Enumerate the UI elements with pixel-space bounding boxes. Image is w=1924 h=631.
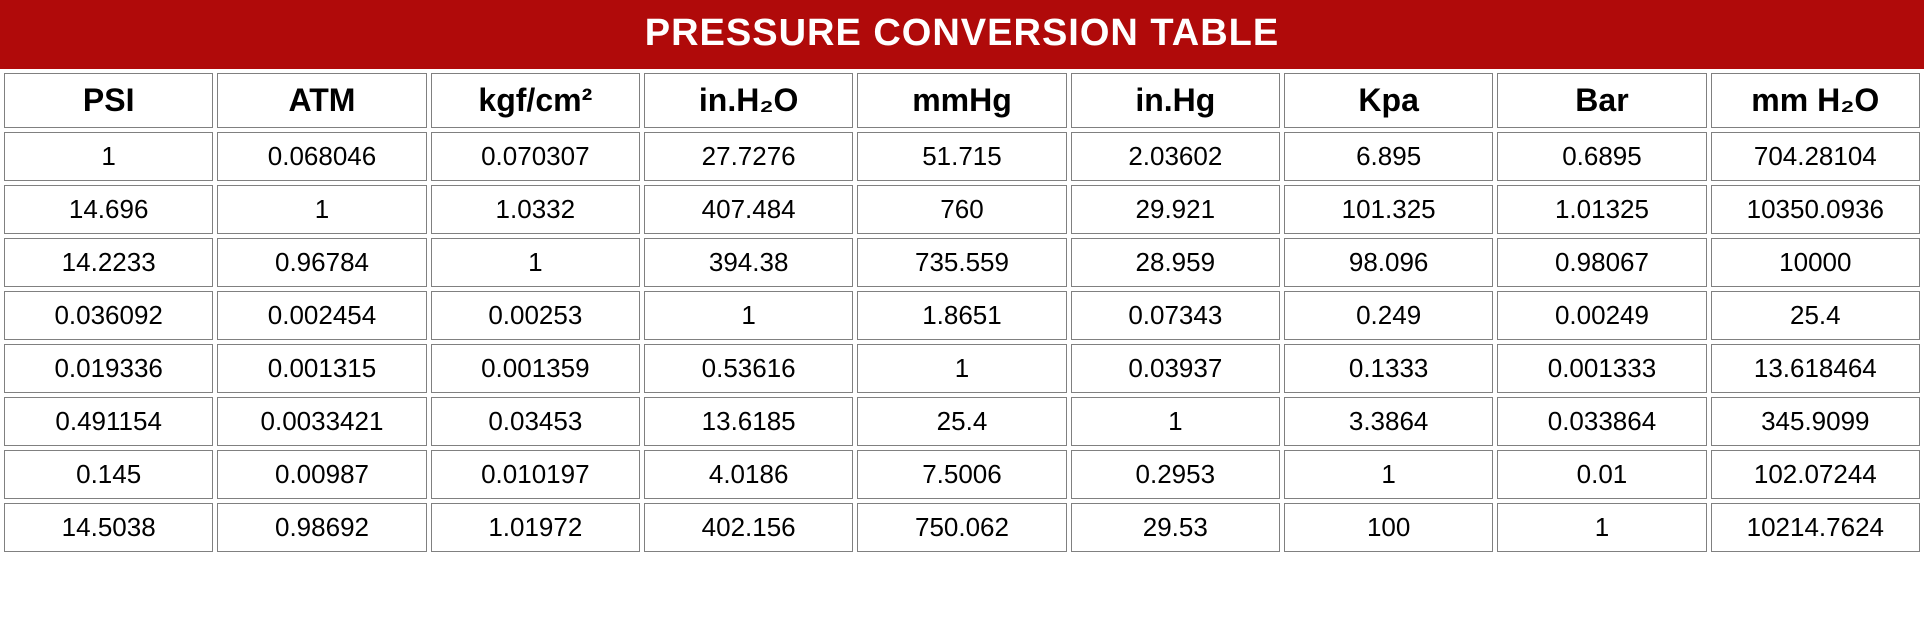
table-cell: 13.6185 — [644, 397, 853, 446]
table-cell: 0.491154 — [4, 397, 213, 446]
table-cell: 14.2233 — [4, 238, 213, 287]
table-cell: 3.3864 — [1284, 397, 1493, 446]
table-cell: 0.249 — [1284, 291, 1493, 340]
table-cell: 25.4 — [857, 397, 1066, 446]
table-cell: 0.068046 — [217, 132, 426, 181]
table-cell: 1.01972 — [431, 503, 640, 552]
conversion-table: PSI ATM kgf/cm² in.H₂O mmHg in.Hg Kpa Ba… — [0, 69, 1924, 556]
table-cell: 1 — [431, 238, 640, 287]
table-cell: 1 — [4, 132, 213, 181]
table-cell: 0.53616 — [644, 344, 853, 393]
col-header: Kpa — [1284, 73, 1493, 128]
table-cell: 14.696 — [4, 185, 213, 234]
table-cell: 98.096 — [1284, 238, 1493, 287]
table-cell: 0.002454 — [217, 291, 426, 340]
table-cell: 102.07244 — [1711, 450, 1920, 499]
table-cell: 750.062 — [857, 503, 1066, 552]
table-cell: 1.8651 — [857, 291, 1066, 340]
col-header: in.H₂O — [644, 73, 853, 128]
table-cell: 29.921 — [1071, 185, 1280, 234]
col-header: Bar — [1497, 73, 1706, 128]
table-cell: 1 — [1284, 450, 1493, 499]
col-header: in.Hg — [1071, 73, 1280, 128]
table-cell: 51.715 — [857, 132, 1066, 181]
table-cell: 0.1333 — [1284, 344, 1493, 393]
table-cell: 0.96784 — [217, 238, 426, 287]
table-cell: 4.0186 — [644, 450, 853, 499]
table-cell: 0.01 — [1497, 450, 1706, 499]
table-cell: 0.6895 — [1497, 132, 1706, 181]
table-cell: 0.145 — [4, 450, 213, 499]
table-cell: 1.0332 — [431, 185, 640, 234]
table-cell: 0.010197 — [431, 450, 640, 499]
table-cell: 735.559 — [857, 238, 1066, 287]
table-cell: 0.2953 — [1071, 450, 1280, 499]
table-cell: 0.001333 — [1497, 344, 1706, 393]
table-cell: 1 — [857, 344, 1066, 393]
table-cell: 10000 — [1711, 238, 1920, 287]
table-cell: 6.895 — [1284, 132, 1493, 181]
table-cell: 704.28104 — [1711, 132, 1920, 181]
table-title: PRESSURE CONVERSION TABLE — [0, 0, 1924, 69]
table-cell: 1.01325 — [1497, 185, 1706, 234]
col-header: kgf/cm² — [431, 73, 640, 128]
table-cell: 7.5006 — [857, 450, 1066, 499]
table-cell: 0.98067 — [1497, 238, 1706, 287]
table-cell: 402.156 — [644, 503, 853, 552]
table-cell: 0.001315 — [217, 344, 426, 393]
table-row: 14.22330.967841394.38735.55928.95998.096… — [4, 238, 1920, 287]
col-header: mm H₂O — [1711, 73, 1920, 128]
table-row: 10.0680460.07030727.727651.7152.036026.8… — [4, 132, 1920, 181]
table-cell: 0.07343 — [1071, 291, 1280, 340]
col-header: PSI — [4, 73, 213, 128]
table-cell: 10214.7624 — [1711, 503, 1920, 552]
col-header: ATM — [217, 73, 426, 128]
table-cell: 0.019336 — [4, 344, 213, 393]
table-row: 14.69611.0332407.48476029.921101.3251.01… — [4, 185, 1920, 234]
table-cell: 0.00249 — [1497, 291, 1706, 340]
table-cell: 14.5038 — [4, 503, 213, 552]
table-cell: 0.001359 — [431, 344, 640, 393]
table-row: 0.4911540.00334210.0345313.618525.413.38… — [4, 397, 1920, 446]
col-header: mmHg — [857, 73, 1066, 128]
table-cell: 13.618464 — [1711, 344, 1920, 393]
table-cell: 1 — [1071, 397, 1280, 446]
table-cell: 0.98692 — [217, 503, 426, 552]
table-cell: 0.03937 — [1071, 344, 1280, 393]
table-cell: 101.325 — [1284, 185, 1493, 234]
table-cell: 1 — [1497, 503, 1706, 552]
table-row: 0.0193360.0013150.0013590.5361610.039370… — [4, 344, 1920, 393]
table-cell: 0.00987 — [217, 450, 426, 499]
table-cell: 0.033864 — [1497, 397, 1706, 446]
table-cell: 1 — [644, 291, 853, 340]
table-row: 0.1450.009870.0101974.01867.50060.295310… — [4, 450, 1920, 499]
table-cell: 10350.0936 — [1711, 185, 1920, 234]
table-container: PRESSURE CONVERSION TABLE PSI ATM kgf/cm… — [0, 0, 1924, 556]
table-cell: 760 — [857, 185, 1066, 234]
table-cell: 25.4 — [1711, 291, 1920, 340]
table-body: 10.0680460.07030727.727651.7152.036026.8… — [4, 132, 1920, 552]
table-cell: 0.00253 — [431, 291, 640, 340]
table-cell: 100 — [1284, 503, 1493, 552]
table-cell: 407.484 — [644, 185, 853, 234]
table-cell: 394.38 — [644, 238, 853, 287]
table-cell: 0.03453 — [431, 397, 640, 446]
table-cell: 1 — [217, 185, 426, 234]
table-cell: 28.959 — [1071, 238, 1280, 287]
table-cell: 0.0033421 — [217, 397, 426, 446]
table-row: 14.50380.986921.01972402.156750.06229.53… — [4, 503, 1920, 552]
table-cell: 27.7276 — [644, 132, 853, 181]
table-header-row: PSI ATM kgf/cm² in.H₂O mmHg in.Hg Kpa Ba… — [4, 73, 1920, 128]
table-row: 0.0360920.0024540.0025311.86510.073430.2… — [4, 291, 1920, 340]
table-cell: 0.036092 — [4, 291, 213, 340]
table-cell: 29.53 — [1071, 503, 1280, 552]
table-cell: 345.9099 — [1711, 397, 1920, 446]
table-cell: 0.070307 — [431, 132, 640, 181]
table-cell: 2.03602 — [1071, 132, 1280, 181]
